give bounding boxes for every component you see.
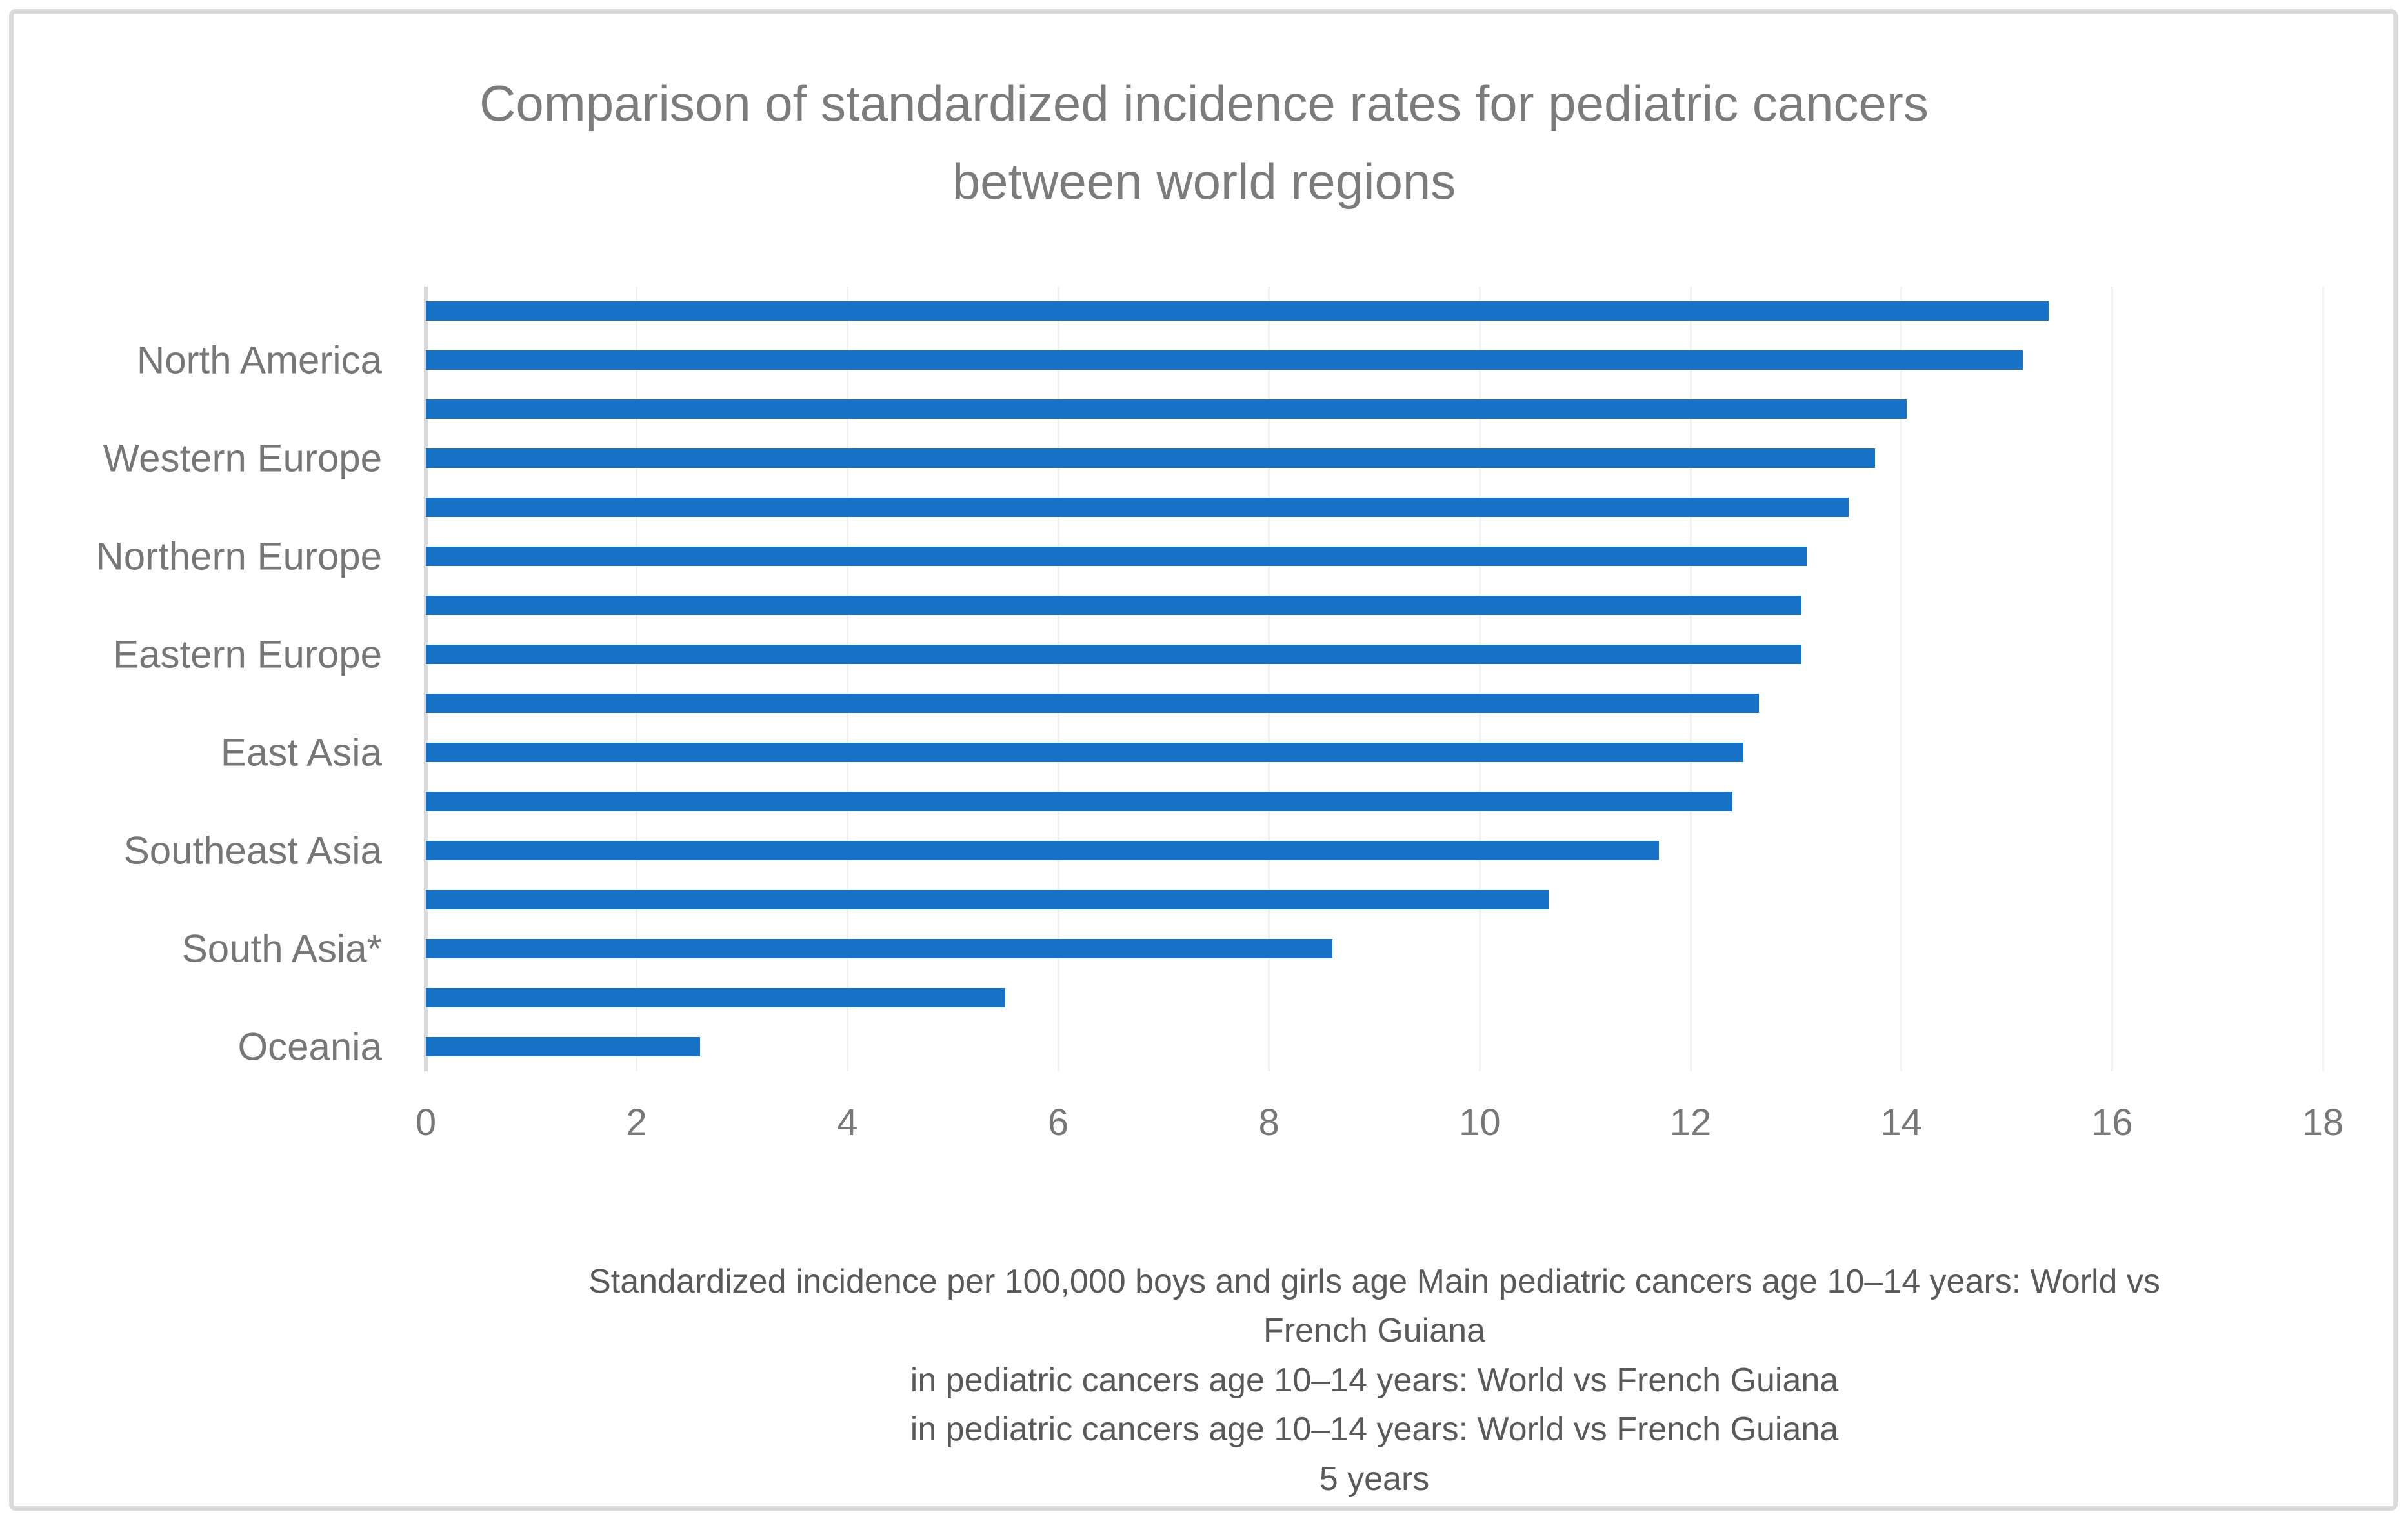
gridline — [1057, 287, 1059, 1071]
bar — [426, 350, 2023, 370]
bar — [426, 301, 2049, 321]
chart-title-line-1: Comparison of standardized incidence rat… — [479, 75, 1929, 132]
chart-caption: Standardized incidence per 100,000 boys … — [426, 1257, 2323, 1504]
gridline — [1689, 287, 1692, 1071]
category-axis-labels: North America Western Europe Northern Euro… — [0, 287, 382, 1071]
category-label: North America — [136, 338, 382, 382]
gridline — [1268, 287, 1270, 1071]
bar — [426, 596, 1801, 615]
gridline — [636, 287, 638, 1071]
x-tick-label: 14 — [1880, 1102, 1922, 1143]
bar — [426, 890, 1549, 909]
value-axis-tick-labels: 0 2 4 6 8 10 12 14 16 18 — [0, 1101, 2408, 1153]
bar — [426, 792, 1733, 811]
bar — [426, 694, 1760, 713]
plot-area — [424, 287, 2324, 1071]
y-axis-line — [424, 287, 428, 1071]
bar — [426, 988, 1006, 1007]
x-tick-label: 0 — [415, 1102, 437, 1143]
gridline — [846, 287, 848, 1071]
x-tick-label: 2 — [626, 1102, 647, 1143]
x-tick-label: 4 — [837, 1102, 858, 1143]
gridline — [2322, 287, 2324, 1071]
category-label: Oceania — [237, 1025, 382, 1069]
x-tick-label: 16 — [2091, 1102, 2133, 1143]
chart-title-line-2: between world regions — [952, 152, 1456, 210]
gridline — [2111, 287, 2113, 1071]
caption-line: in pediatric cancers age 10–14 years: Wo… — [910, 1361, 1839, 1399]
bar — [426, 841, 1659, 860]
gridline — [1900, 287, 1903, 1071]
bar — [426, 399, 1907, 419]
category-label: Southeast Asia — [123, 829, 382, 872]
x-tick-label: 12 — [1669, 1102, 1712, 1143]
gridline — [1478, 287, 1481, 1071]
category-label: Western Europe — [103, 436, 382, 480]
category-label: East Asia — [220, 730, 382, 774]
caption-line: Standardized incidence per 100,000 boys … — [588, 1263, 2160, 1300]
bar — [426, 1037, 700, 1056]
chart-title: Comparison of standardized incidence rat… — [0, 65, 2408, 221]
x-tick-label: 18 — [2302, 1102, 2344, 1143]
x-tick-label: 10 — [1459, 1102, 1501, 1143]
category-label: Eastern Europe — [113, 632, 382, 676]
x-tick-label: 8 — [1258, 1102, 1279, 1143]
bar — [426, 939, 1332, 958]
bar — [426, 448, 1875, 468]
category-label: Northern Europe — [95, 534, 382, 578]
bar — [426, 498, 1849, 517]
bar — [426, 547, 1807, 566]
caption-line: in pediatric cancers age 10–14 years: Wo… — [910, 1411, 1839, 1449]
caption-line: 5 years — [1319, 1460, 1430, 1498]
caption-line: French Guiana — [1263, 1312, 1485, 1350]
bar — [426, 645, 1801, 664]
x-tick-label: 6 — [1047, 1102, 1069, 1143]
bar — [426, 743, 1743, 762]
category-label: South Asia* — [181, 927, 382, 971]
